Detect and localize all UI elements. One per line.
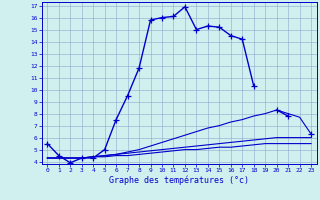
- X-axis label: Graphe des températures (°c): Graphe des températures (°c): [109, 176, 249, 185]
